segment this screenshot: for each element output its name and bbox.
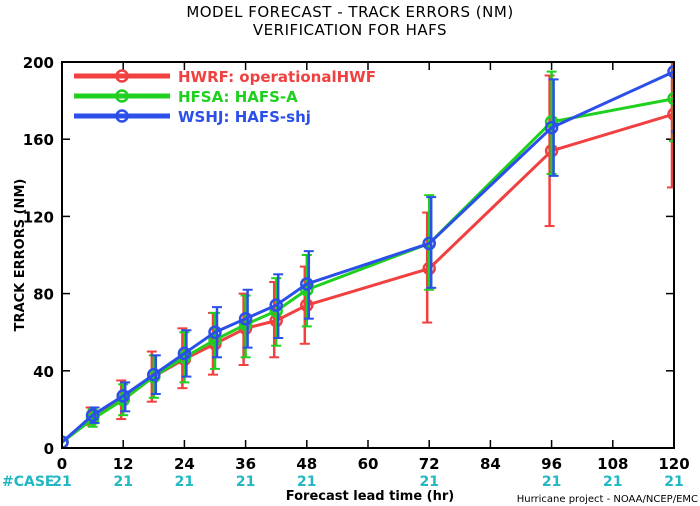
legend-swatch-marker: [115, 69, 129, 83]
legend-label: HWRF: operationalHWF: [178, 68, 376, 86]
x-tick-label: 24: [174, 455, 195, 473]
y-axis-label: TRACK ERRORS (NM): [13, 179, 28, 332]
x-tick-label: 0: [57, 455, 67, 473]
y-tick-label: 200: [23, 54, 54, 72]
data-point: [85, 408, 100, 422]
data-point: [269, 298, 283, 312]
legend-label: WSHJ: HAFS-shj: [178, 108, 311, 126]
x-tick-label: 108: [597, 455, 628, 473]
case-count: 21: [52, 474, 71, 490]
case-label: #CASE: [2, 474, 55, 490]
data-point: [544, 120, 559, 135]
x-tick-label: 96: [541, 455, 562, 473]
x-tick-label: 48: [296, 455, 317, 473]
legend-item-2: HFSA: HAFS-A: [74, 88, 298, 106]
y-tick-label: 0: [44, 440, 54, 458]
x-tick-label: 36: [235, 455, 256, 473]
data-point: [208, 325, 222, 339]
x-axis-label: Forecast lead time (hr): [286, 489, 454, 504]
case-count: 21: [175, 474, 194, 490]
legend-item-3: WSHJ: HAFS-shj: [74, 108, 311, 126]
data-point: [116, 389, 130, 403]
data-point: [147, 367, 161, 382]
credit-text: Hurricane project - NOAA/NCEP/EMC: [517, 494, 698, 505]
legend-item-1: HWRF: operationalHWF: [74, 68, 376, 86]
case-count: 21: [664, 474, 683, 490]
legend-swatch-marker: [115, 89, 129, 103]
x-tick-label: 120: [658, 455, 689, 473]
data-point: [667, 64, 674, 79]
data-point: [667, 91, 674, 106]
x-tick-label: 12: [113, 455, 134, 473]
case-count: 21: [603, 474, 622, 490]
y-tick-label: 120: [23, 208, 54, 226]
case-count: 21: [297, 474, 316, 490]
data-point: [300, 277, 314, 291]
case-count-row: #CASE 21 21 21 21 21 21 21 21 21: [2, 474, 684, 490]
case-count: 21: [113, 474, 132, 490]
y-tick-label: 160: [23, 131, 54, 149]
chart-subtitle: VERIFICATION FOR HAFS: [253, 21, 447, 39]
series-layer: [62, 62, 674, 448]
x-axis-ticks: 0 12 24 36 48 60 72 84 96 108 120: [57, 62, 690, 473]
x-tick-label: 72: [419, 455, 440, 473]
data-point: [62, 435, 69, 448]
legend-swatch-marker: [115, 109, 129, 123]
plot-frame: [61, 61, 675, 449]
x-tick-label: 84: [480, 455, 501, 473]
data-point: [422, 236, 436, 251]
y-tick-label: 40: [33, 363, 54, 381]
data-point: [238, 311, 253, 326]
legend: HWRF: operationalHWF HFSA: HAFS-A WSHJ: HA…: [74, 68, 376, 126]
case-count: 21: [419, 474, 438, 490]
legend-label: HFSA: HAFS-A: [178, 88, 298, 106]
y-tick-label: 80: [33, 286, 54, 304]
series-1: [62, 62, 674, 448]
data-point: [208, 333, 222, 347]
data-point: [667, 107, 674, 121]
series-3: [62, 64, 674, 448]
x-tick-label: 60: [358, 455, 379, 473]
case-count: 21: [542, 474, 561, 490]
data-point: [177, 346, 192, 361]
case-count: 21: [236, 474, 255, 490]
chart-title: MODEL FORECAST - TRACK ERRORS (NM): [186, 3, 513, 21]
